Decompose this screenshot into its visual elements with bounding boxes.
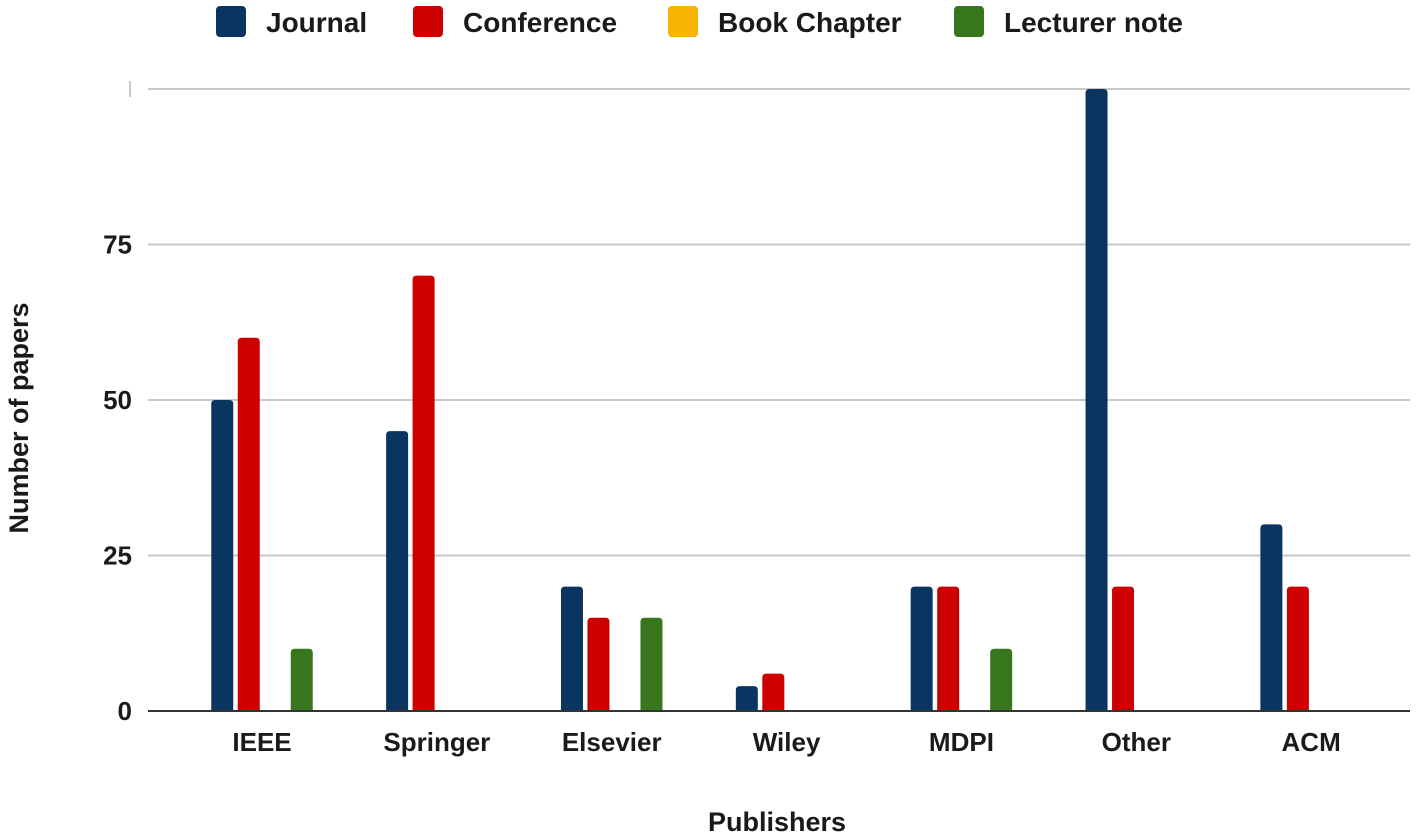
y-axis-title: Number of papers — [4, 302, 34, 533]
bar-journal-acm — [1260, 524, 1283, 711]
x-tick-label: Elsevier — [562, 727, 662, 757]
bar-journal-mdpi — [910, 586, 933, 711]
legend-label: Book Chapter — [718, 7, 902, 38]
bar-conference-other — [1112, 586, 1135, 711]
bar-lecturer-note-ieee — [290, 648, 313, 711]
bar-journal-wiley — [735, 686, 758, 711]
gridlines — [129, 81, 1410, 557]
y-axis-ticks: 0 25 50 75 — [103, 230, 132, 727]
bar-journal-other — [1085, 89, 1108, 711]
x-axis-ticks: IEEE Springer Elsevier Wiley MDPI Other ACM — [232, 727, 1340, 757]
legend-swatch — [668, 6, 698, 37]
bar-conference-wiley — [762, 673, 785, 711]
bar-journal-elsevier — [560, 586, 583, 711]
bar-lecturer-note-mdpi — [990, 648, 1013, 711]
legend: Journal Conference Book Chapter Lecturer no… — [216, 6, 1183, 38]
y-tick-label: 75 — [103, 230, 132, 260]
x-tick-label: ACM — [1282, 727, 1341, 757]
legend-swatch — [954, 6, 984, 37]
x-tick-label: MDPI — [929, 727, 994, 757]
y-tick-label: 25 — [103, 541, 132, 571]
legend-label: Journal — [266, 7, 367, 38]
x-tick-label: Wiley — [753, 727, 821, 757]
x-tick-label: Springer — [383, 727, 490, 757]
bar-conference-acm — [1286, 586, 1309, 711]
bar-journal-ieee — [211, 400, 234, 711]
bar-lecturer-note-elsevier — [640, 617, 663, 711]
legend-label: Conference — [463, 7, 617, 38]
legend-swatch — [413, 6, 443, 37]
bar-conference-mdpi — [937, 586, 960, 711]
x-tick-label: IEEE — [232, 727, 291, 757]
x-tick-label: Other — [1102, 727, 1171, 757]
x-axis-title: Publishers — [708, 807, 846, 837]
bar-conference-elsevier — [587, 617, 610, 711]
bar-journal-springer — [386, 431, 409, 711]
bar-conference-ieee — [237, 337, 260, 711]
bar-conference-springer — [412, 275, 435, 711]
bars — [148, 89, 1410, 712]
legend-label: Lecturer note — [1004, 7, 1183, 38]
legend-swatch — [216, 6, 246, 37]
y-tick-label: 50 — [103, 385, 132, 415]
y-tick-label: 0 — [118, 696, 132, 726]
